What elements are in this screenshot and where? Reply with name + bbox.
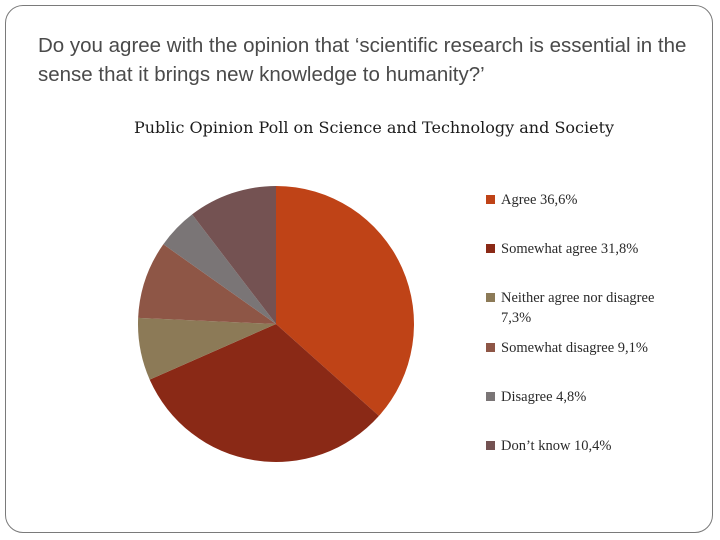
pie-slice-somewhat-agree xyxy=(149,324,379,462)
pie-slice-somewhat-disagree xyxy=(138,244,276,324)
legend-swatch-somewhat-disagree xyxy=(486,343,495,352)
legend-swatch-neither xyxy=(486,293,495,302)
legend-item-neither: Neither agree nor disagree 7,3% xyxy=(486,288,681,328)
legend-label-neither: Neither agree nor disagree 7,3% xyxy=(501,290,655,326)
legend-swatch-somewhat-agree xyxy=(486,244,495,253)
legend-swatch-disagree xyxy=(486,392,495,401)
legend-item-dont-know: Don’t know 10,4% xyxy=(486,436,686,456)
legend-swatch-agree xyxy=(486,195,495,204)
legend-swatch-dont-know xyxy=(486,441,495,450)
pie-slice-disagree xyxy=(163,214,276,324)
pie-slice-neither xyxy=(137,317,276,380)
chart-title: Public Opinion Poll on Science and Techn… xyxy=(133,118,615,137)
legend-item-disagree: Disagree 4,8% xyxy=(486,387,686,407)
slide-frame xyxy=(5,5,713,533)
pie-slice-dont-know xyxy=(192,186,276,324)
legend-item-somewhat-agree: Somewhat agree 31,8% xyxy=(486,239,686,259)
pie-slice-agree xyxy=(276,186,415,416)
question-text: Do you agree with the opinion that ‘scie… xyxy=(38,34,687,86)
legend-label-somewhat-disagree: Somewhat disagree 9,1% xyxy=(501,340,648,356)
legend-label-somewhat-agree: Somewhat agree 31,8% xyxy=(501,241,639,257)
legend-item-somewhat-disagree: Somewhat disagree 9,1% xyxy=(486,338,686,358)
legend-label-agree: Agree 36,6% xyxy=(501,192,578,208)
legend-label-disagree: Disagree 4,8% xyxy=(501,389,587,405)
legend-label-dont-know: Don’t know 10,4% xyxy=(501,438,612,454)
legend-item-agree: Agree 36,6% xyxy=(486,190,686,210)
pie-slices xyxy=(137,186,415,462)
